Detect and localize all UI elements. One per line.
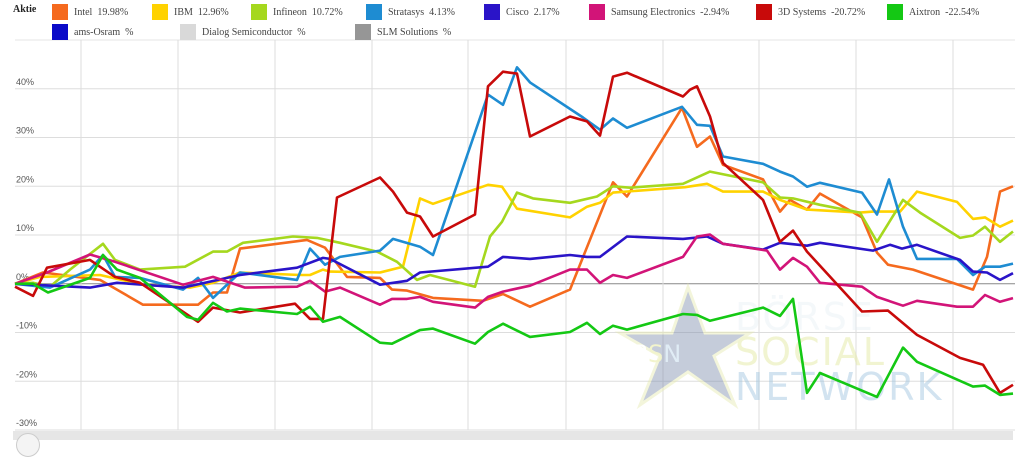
legend-title: Aktie <box>13 4 37 15</box>
legend-swatch <box>152 4 168 20</box>
legend-item-ams-osram[interactable]: ams-Osram% <box>52 24 133 40</box>
legend-swatch <box>251 4 267 20</box>
series-line-intel[interactable] <box>14 106 1014 308</box>
y-tick-label: 30% <box>16 126 34 136</box>
legend-item-infineon[interactable]: Infineon 10.72% <box>251 4 343 20</box>
y-tick-label: 10% <box>16 223 34 233</box>
bsn-watermark-logo: BSN BÖRSE SOCIAL NETWORK <box>614 282 943 410</box>
legend-value: % <box>297 26 306 38</box>
legend-label: ams-Osram <box>74 26 121 38</box>
legend-value: % <box>442 26 452 38</box>
series-line-3d-systems[interactable] <box>14 70 1014 395</box>
svg-text:NETWORK: NETWORK <box>735 365 943 409</box>
series-line-cisco[interactable] <box>14 235 1014 289</box>
chart-scrollbar[interactable] <box>13 431 1013 457</box>
y-tick-label: 20% <box>16 174 34 184</box>
legend-swatch <box>355 24 371 40</box>
legend-label: IBM <box>174 6 193 18</box>
y-tick-label: 40% <box>16 77 34 87</box>
legend-value: -22.54% <box>945 6 980 18</box>
legend-swatch <box>887 4 903 20</box>
legend-label: 3D Systems <box>778 6 827 18</box>
legend-item-aixtron[interactable]: Aixtron -22.54% <box>887 4 979 20</box>
legend-item-stratasys[interactable]: Stratasys 4.13% <box>366 4 455 20</box>
series-line-infineon[interactable] <box>14 170 1014 288</box>
legend-label: Samsung Electronics <box>611 6 696 18</box>
legend-item-cisco[interactable]: Cisco 2.17% <box>484 4 560 20</box>
legend-label: Aixtron <box>909 6 941 18</box>
y-tick-label: -30% <box>16 418 37 428</box>
y-axis: 40% 30% 20% 10% 0% -10% -20% -30% <box>16 77 37 428</box>
legend-label: Infineon <box>273 6 307 18</box>
series-line-aixtron[interactable] <box>15 253 1014 399</box>
legend-item-3d-systems[interactable]: 3D Systems -20.72% <box>756 4 865 20</box>
legend: Aktie Intel 19.98% IBM 12.96% Infineon 10.72%… <box>0 0 1024 40</box>
legend-value: % <box>125 26 134 38</box>
svg-text:SOCIAL: SOCIAL <box>735 330 886 374</box>
legend-swatch <box>52 24 68 40</box>
legend-swatch <box>180 24 196 40</box>
scroll-handle[interactable] <box>16 433 40 457</box>
legend-label: Cisco <box>506 6 529 18</box>
legend-item-samsung-electronics[interactable]: Samsung Electronics -2.94% <box>589 4 729 20</box>
legend-value: 2.17% <box>533 6 560 18</box>
svg-text:BSN: BSN <box>632 340 681 368</box>
series-lines <box>14 66 1014 399</box>
legend-swatch <box>589 4 605 20</box>
legend-item-slm-solutions[interactable]: SLM Solutions% <box>355 24 451 40</box>
legend-value: 4.13% <box>429 6 455 18</box>
legend-item-ibm[interactable]: IBM 12.96% <box>152 4 229 20</box>
legend-label: Stratasys <box>388 6 425 18</box>
star-icon <box>614 282 756 410</box>
legend-swatch <box>366 4 382 20</box>
legend-swatch <box>52 4 68 20</box>
legend-value: -20.72% <box>831 6 866 18</box>
series-line-samsung-electronics[interactable] <box>14 233 1014 309</box>
legend-value: 12.96% <box>197 6 229 18</box>
legend-value: 19.98% <box>97 6 129 18</box>
legend-swatch <box>484 4 500 20</box>
legend-label: SLM Solutions <box>377 26 438 38</box>
legend-item-dialog-semiconductor[interactable]: Dialog Semiconductor% <box>180 24 306 40</box>
legend-value: 10.72% <box>311 6 343 18</box>
svg-text:BÖRSE: BÖRSE <box>735 295 875 339</box>
legend-swatch <box>756 4 772 20</box>
legend-label: Dialog Semiconductor <box>202 26 293 38</box>
y-tick-label: -20% <box>16 369 37 379</box>
y-tick-label: -10% <box>16 321 37 331</box>
line-chart: BSN BÖRSE SOCIAL NETWORK 40% 30% 20% 10% 0% -… <box>14 39 1015 431</box>
series-line-stratasys[interactable] <box>14 66 1014 300</box>
legend-label: Intel <box>74 6 93 18</box>
y-tick-label: 0% <box>16 272 29 282</box>
legend-value: -2.94% <box>700 6 730 18</box>
legend-item-intel[interactable]: Intel 19.98% <box>52 4 128 20</box>
